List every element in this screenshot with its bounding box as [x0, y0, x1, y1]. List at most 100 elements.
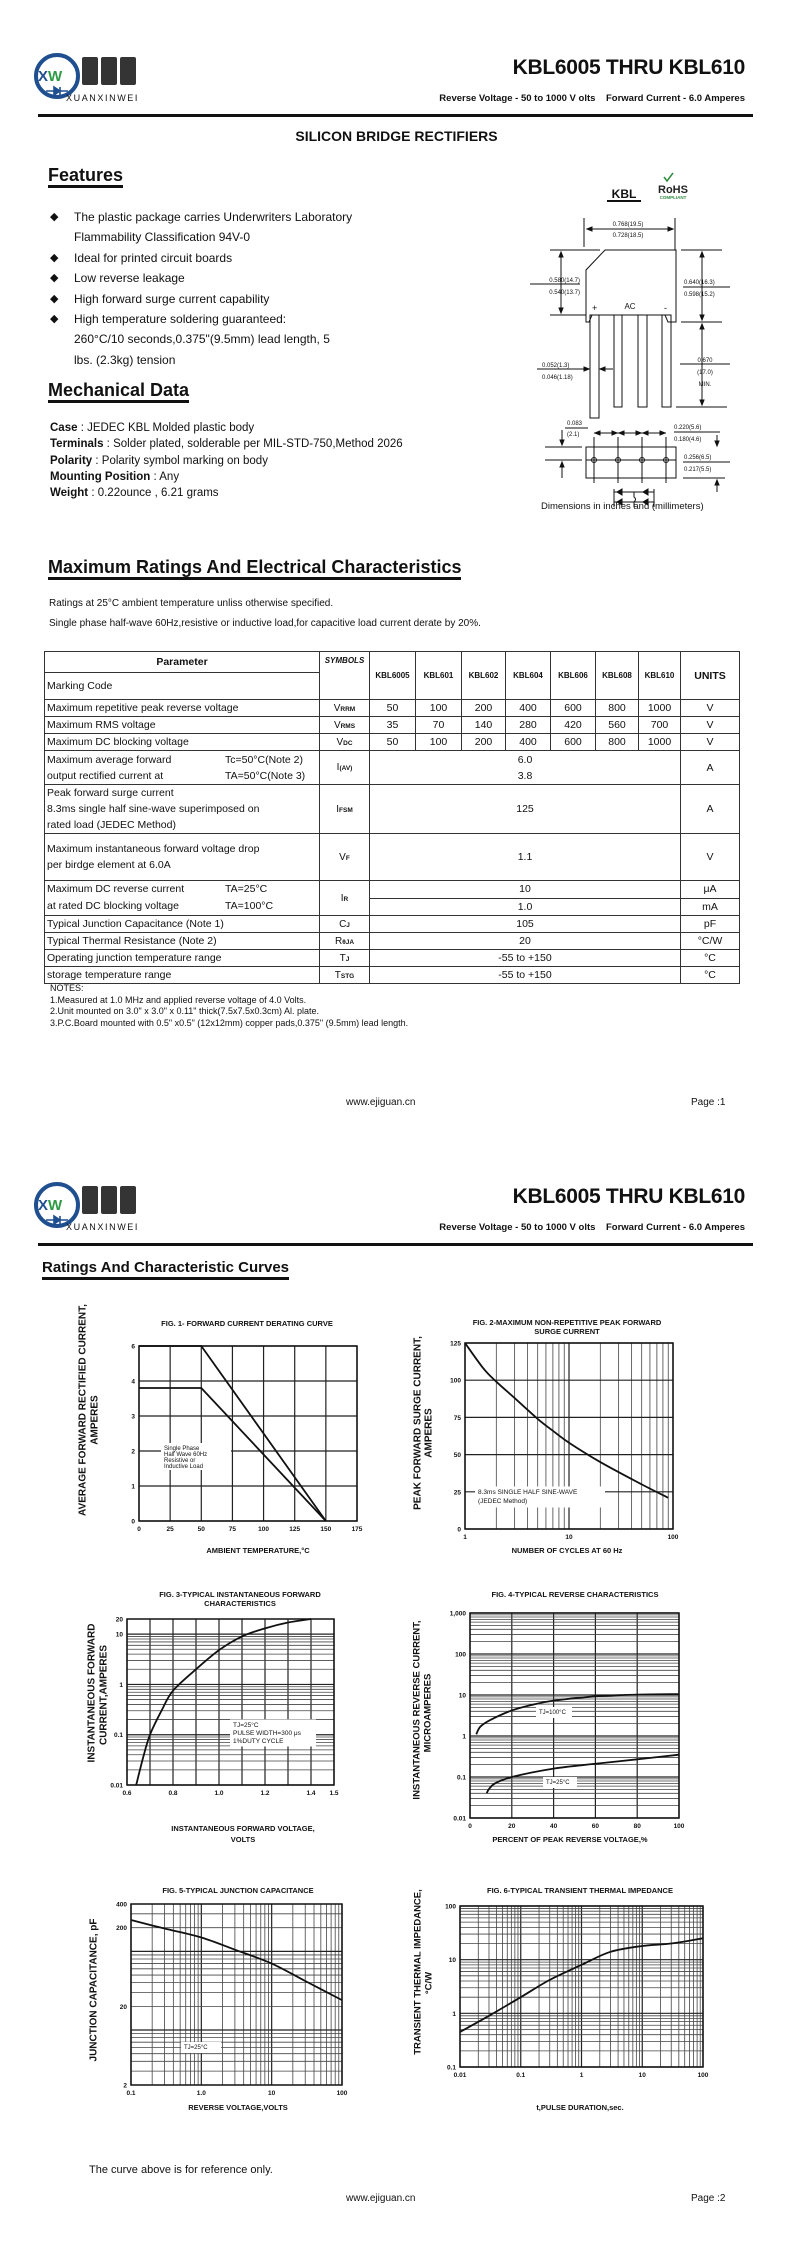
x-tick-label: 60 — [592, 1823, 600, 1830]
note-item: 1.Measured at 1.0 MHz and applied revers… — [50, 994, 307, 1005]
annotation-background — [230, 1719, 316, 1747]
unit-cell: V — [680, 833, 740, 881]
rohs-compliant: COMPLIANT — [660, 195, 687, 200]
annotation-background — [181, 2042, 221, 2053]
parameter-line: Maximum repetitive peak reverse voltage — [47, 702, 239, 714]
symbol-subscript: DC — [343, 739, 353, 747]
feature-item: The plastic package carries Underwriters… — [50, 207, 450, 228]
y-tick-label: 4 — [131, 1379, 135, 1386]
y-tick-label: 75 — [454, 1415, 462, 1422]
x-tick-label: 100 — [258, 1526, 269, 1533]
header-rule-page2 — [38, 1243, 753, 1246]
mechanical-label: Case — [50, 422, 78, 434]
annotation-text: 8.3ms SINGLE HALF SINE-WAVE — [478, 1489, 578, 1496]
bridge-schematic-icon — [611, 486, 659, 510]
symbol-main: C — [339, 918, 347, 930]
header-marking-code: Marking Code — [44, 672, 320, 700]
annotation-text: TJ=25°C — [546, 1780, 570, 1786]
header-model: KBL602 — [461, 651, 506, 700]
feature-item: Flammability Classification 94V-0 — [74, 230, 251, 245]
table-row: Maximum DC reverse current TA=25°C at rate… — [44, 880, 740, 916]
value-line: 1.1 — [517, 851, 533, 863]
mechanical-value: : JEDEC KBL Molded plastic body — [77, 422, 255, 434]
mechanical-value: : Polarity symbol marking on body — [92, 454, 268, 467]
chart-fig-2: 1 10 100 0 25 50 75 100 125 FIG. 2-MAXIMUM NON-RE… — [413, 1318, 679, 1555]
y-tick-label: 1,000 — [450, 1611, 467, 1618]
header-units: UNITS — [680, 651, 740, 700]
symbol-subscript: RRM — [340, 705, 356, 713]
document-subtitle-page2: Reverse Voltage - 50 to 1000 V olts Forw… — [439, 1222, 745, 1233]
value-cell: -55 to +150 — [369, 966, 681, 984]
chart-annotation: TJ=25°C — [543, 1777, 577, 1788]
document-subtitle: Reverse Voltage - 50 to 1000 V olts Forw… — [439, 93, 745, 104]
parameter-line: Typical Thermal Resistance (Note 2) — [47, 935, 217, 947]
x-tick-label: 1.0 — [197, 2090, 206, 2097]
plot-frame — [459, 1905, 704, 2068]
unit-cell: °C/W — [680, 932, 740, 950]
y-tick-label: 10 — [116, 1632, 124, 1639]
dim-pitch-max: 0.220(5.6) — [674, 425, 701, 431]
symbol-cell: TSTG — [319, 966, 370, 984]
annotation-text: Resistive or — [164, 1458, 195, 1464]
plot-frame — [130, 1903, 343, 2086]
note-item: 2.Unit mounted on 3.0" x 3.0" x 0.11" th… — [50, 1006, 320, 1016]
document-title: KBL6005 THRU KBL610 — [512, 56, 746, 79]
chart-title: FIG. 6-TYPICAL TRANSIENT THERMAL IMPEDAN… — [487, 1886, 673, 1895]
page2-footer-page: Page :2 — [691, 2193, 726, 2204]
annotation-background — [475, 1486, 605, 1508]
symbol-subscript: θJA — [342, 938, 355, 946]
annotation-background — [161, 1443, 231, 1470]
y-tick-label: 1 — [452, 2011, 456, 2018]
logo-page2: X W — [28, 1179, 138, 1233]
mechanical-heading: Mechanical Data — [48, 380, 190, 403]
dim-width-min: 0.728(18.5) — [613, 233, 644, 239]
mechanical-label: Terminals — [50, 438, 104, 451]
annotation-text: TJ=25°C — [233, 1721, 259, 1729]
value-line: 6.0 — [517, 753, 533, 766]
page1-footer-url[interactable]: www.ejiguan.cn — [346, 1097, 416, 1108]
annotation-background — [543, 1777, 577, 1788]
feature-item: High temperature soldering guaranteed: — [50, 309, 450, 330]
y-axis-label: AMPERES — [90, 1395, 101, 1445]
chart-fig-5: 0.1 1.0 10 100 2 20 200 400 FIG. 5-TYPICAL JUNCT… — [89, 1886, 348, 2112]
dim-lead-width-min: 0.046(1.18) — [542, 375, 573, 381]
chart-title: FIG. 3-TYPICAL INSTANTANEOUS FORWARD — [159, 1590, 321, 1599]
mechanical-item: Weight : 0.22ounce , 6.21 grams — [50, 485, 490, 501]
parameter-line: storage temperature range — [47, 969, 172, 981]
y-axis-label: CURRENT,AMPERES — [99, 1645, 110, 1745]
dim-thickness-max: 0.256(6.5) — [684, 455, 711, 461]
features-heading: Features — [48, 165, 124, 188]
value-line: -55 to +150 — [498, 969, 552, 981]
features-list: The plastic package carries Underwriters… — [50, 207, 450, 370]
y-tick-label: 10 — [449, 1957, 457, 1964]
y-tick-label: 10 — [459, 1693, 467, 1700]
annotation-text: Half Wave 60Hz — [164, 1452, 207, 1458]
parameter-text: at rated DC blocking voltage — [47, 900, 179, 912]
x-axis-label: VOLTS — [231, 1835, 255, 1844]
parameter-line: Maximum instantaneous forward voltage dr… — [47, 843, 260, 855]
dim-right-min: 0.598(15.2) — [684, 292, 715, 298]
symbol-main: V — [333, 719, 341, 731]
x-tick-label: 175 — [352, 1526, 363, 1533]
page2-footer-url[interactable]: www.ejiguan.cn — [346, 2193, 416, 2204]
header-symbols: SYMBOLS — [319, 651, 370, 700]
parameter-line: Typical Junction Capacitance (Note 1) — [47, 918, 224, 930]
chart-title: FIG. 2-MAXIMUM NON-REPETITIVE PEAK FORWA… — [473, 1318, 662, 1327]
y-tick-label: 100 — [445, 1904, 456, 1911]
y-axis-label: PEAK FORWARD SURGE CURRENT, — [413, 1336, 424, 1510]
value-line: 3.8 — [517, 769, 533, 782]
mechanical-value: : 0.22ounce , 6.21 grams — [88, 487, 219, 500]
series-line-2 — [139, 1387, 327, 1522]
x-tick-label: 1.4 — [306, 1790, 315, 1797]
parameter-condition: TA=100°C — [225, 900, 274, 912]
parameter-text: Maximum average forward — [47, 753, 172, 766]
logo-mark-icon: X W — [34, 1182, 136, 1228]
mechanical-label: Polarity — [50, 454, 93, 467]
plot-area — [127, 1619, 334, 1785]
dim-lead-length: 0.670 — [697, 358, 713, 364]
x-axis-label: PERCENT OF PEAK REVERSE VOLTAGE,% — [492, 1835, 647, 1844]
y-axis-label: AVERAGE FORWARD RECTIFIED CURRENT, — [78, 1304, 89, 1516]
symbol-cell: IR — [319, 880, 370, 916]
plot-area — [139, 1346, 357, 1521]
dim-thickness-min: 0.217(5.5) — [684, 467, 711, 473]
